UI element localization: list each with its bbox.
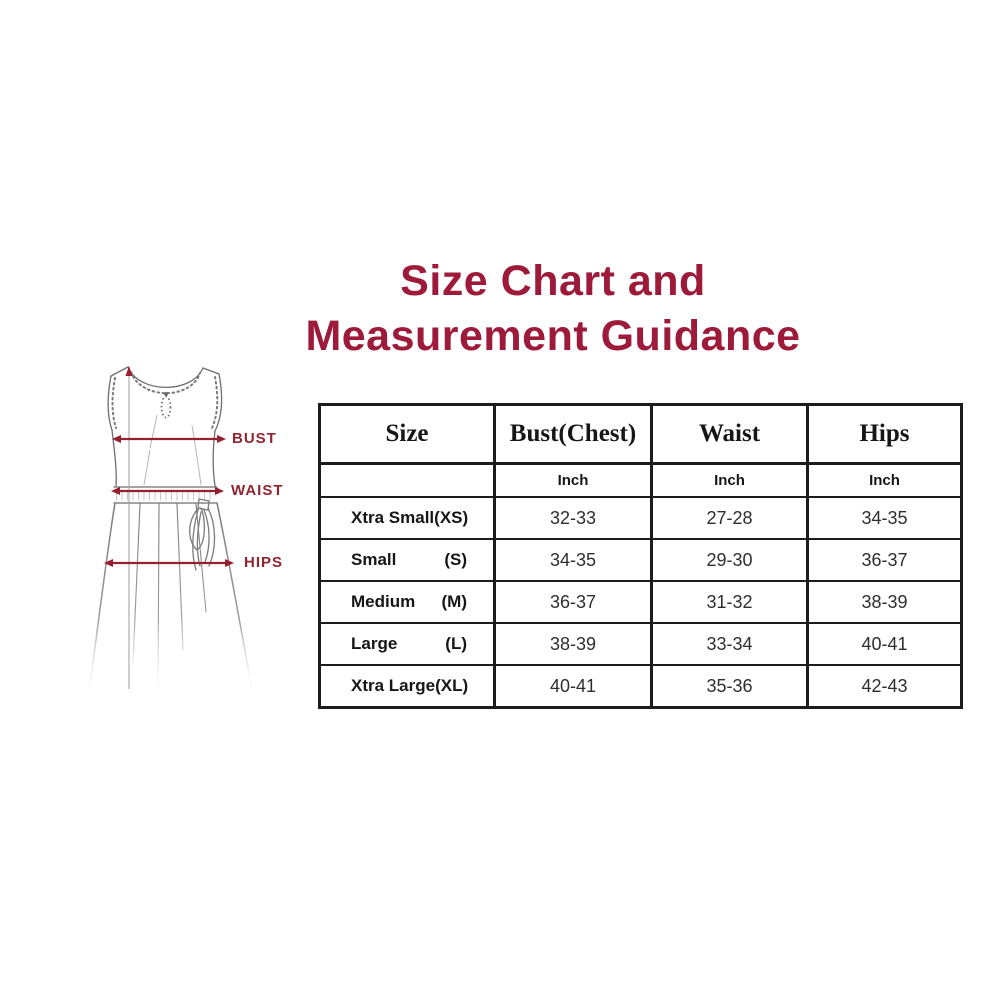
bust-label: BUST [232, 430, 277, 447]
page-title-line-1: Size Chart and [400, 257, 706, 305]
waist-value: 35-36 [650, 664, 809, 709]
size-name-cell: Large (L) [323, 634, 492, 654]
bust-value: 36-37 [493, 580, 653, 624]
units-bust-cell: Inch [493, 462, 653, 498]
neckline-trim [111, 371, 219, 429]
waist-arrow [111, 487, 224, 495]
waist-label: WAIST [231, 482, 284, 499]
size-name: Xtra Large [351, 676, 436, 695]
size-name: Medium [351, 592, 416, 611]
waist-value: 27-28 [650, 496, 809, 540]
size-code: (XS) [434, 508, 469, 527]
dress-bodice-outline [107, 366, 223, 504]
size-name-cell: Medium (M) [323, 592, 492, 612]
dress-sketch-illustration [88, 366, 254, 698]
column-header-bust: Bust(Chest) [493, 403, 653, 465]
hips-value: 34-35 [806, 496, 963, 540]
units-row: Inch Inch Inch [318, 462, 963, 498]
waist-sash-bow [189, 498, 216, 571]
keyhole-neck-detail [160, 392, 172, 419]
length-measure-line [125, 366, 133, 689]
waist-value: 29-30 [650, 538, 809, 582]
hips-value: 38-39 [806, 580, 963, 624]
table-row: Large (L) 38-39 33-34 40-41 [318, 622, 963, 666]
hips-value: 42-43 [806, 664, 963, 709]
table-header-row: Size Bust(Chest) Waist Hips [318, 403, 963, 465]
table-row: Xtra Large (XL) 40-41 35-36 42-43 [318, 664, 963, 709]
units-hips-cell: Inch [806, 462, 963, 498]
size-name: Xtra Small [351, 508, 435, 527]
skirt-outline [88, 502, 254, 698]
bust-value: 32-33 [493, 496, 653, 540]
page-title: Size Chart and Measurement Guidance [106, 254, 1000, 364]
bust-value: 40-41 [493, 664, 653, 709]
column-header-waist: Waist [650, 403, 809, 465]
units-size-cell [318, 462, 496, 498]
size-name-cell: Small (S) [323, 550, 492, 570]
hips-arrow [104, 559, 234, 567]
units-waist-cell: Inch [650, 462, 809, 498]
bust-arrow [112, 435, 226, 443]
size-name: Small [351, 550, 397, 569]
bust-value: 38-39 [493, 622, 653, 666]
size-name-cell: Xtra Large (XL) [323, 676, 492, 696]
size-name: Large [351, 634, 398, 653]
bust-value: 34-35 [493, 538, 653, 582]
hips-label: HIPS [244, 554, 284, 571]
size-code: (S) [444, 550, 467, 569]
size-code: (XL) [435, 676, 469, 695]
size-name-cell: Xtra Small (XS) [323, 508, 492, 528]
column-header-size: Size [318, 403, 496, 465]
bodice-fold-lines [143, 414, 202, 486]
column-header-hips: Hips [806, 403, 963, 465]
hips-value: 36-37 [806, 538, 963, 582]
size-chart-table: Size Bust(Chest) Waist Hips Inch Inch In… [318, 403, 963, 709]
size-code: (L) [445, 634, 467, 653]
table-row: Xtra Small (XS) 32-33 27-28 34-35 [318, 496, 963, 540]
waist-value: 33-34 [650, 622, 809, 666]
table-row: Medium (M) 36-37 31-32 38-39 [318, 580, 963, 624]
page-title-line-2: Measurement Guidance [305, 312, 801, 360]
waist-value: 31-32 [650, 580, 809, 624]
dress-measurement-diagram: BUST WAIST HIPS [0, 0, 340, 760]
size-code: (M) [441, 592, 467, 611]
table-row: Small (S) 34-35 29-30 36-37 [318, 538, 963, 582]
hips-value: 40-41 [806, 622, 963, 666]
